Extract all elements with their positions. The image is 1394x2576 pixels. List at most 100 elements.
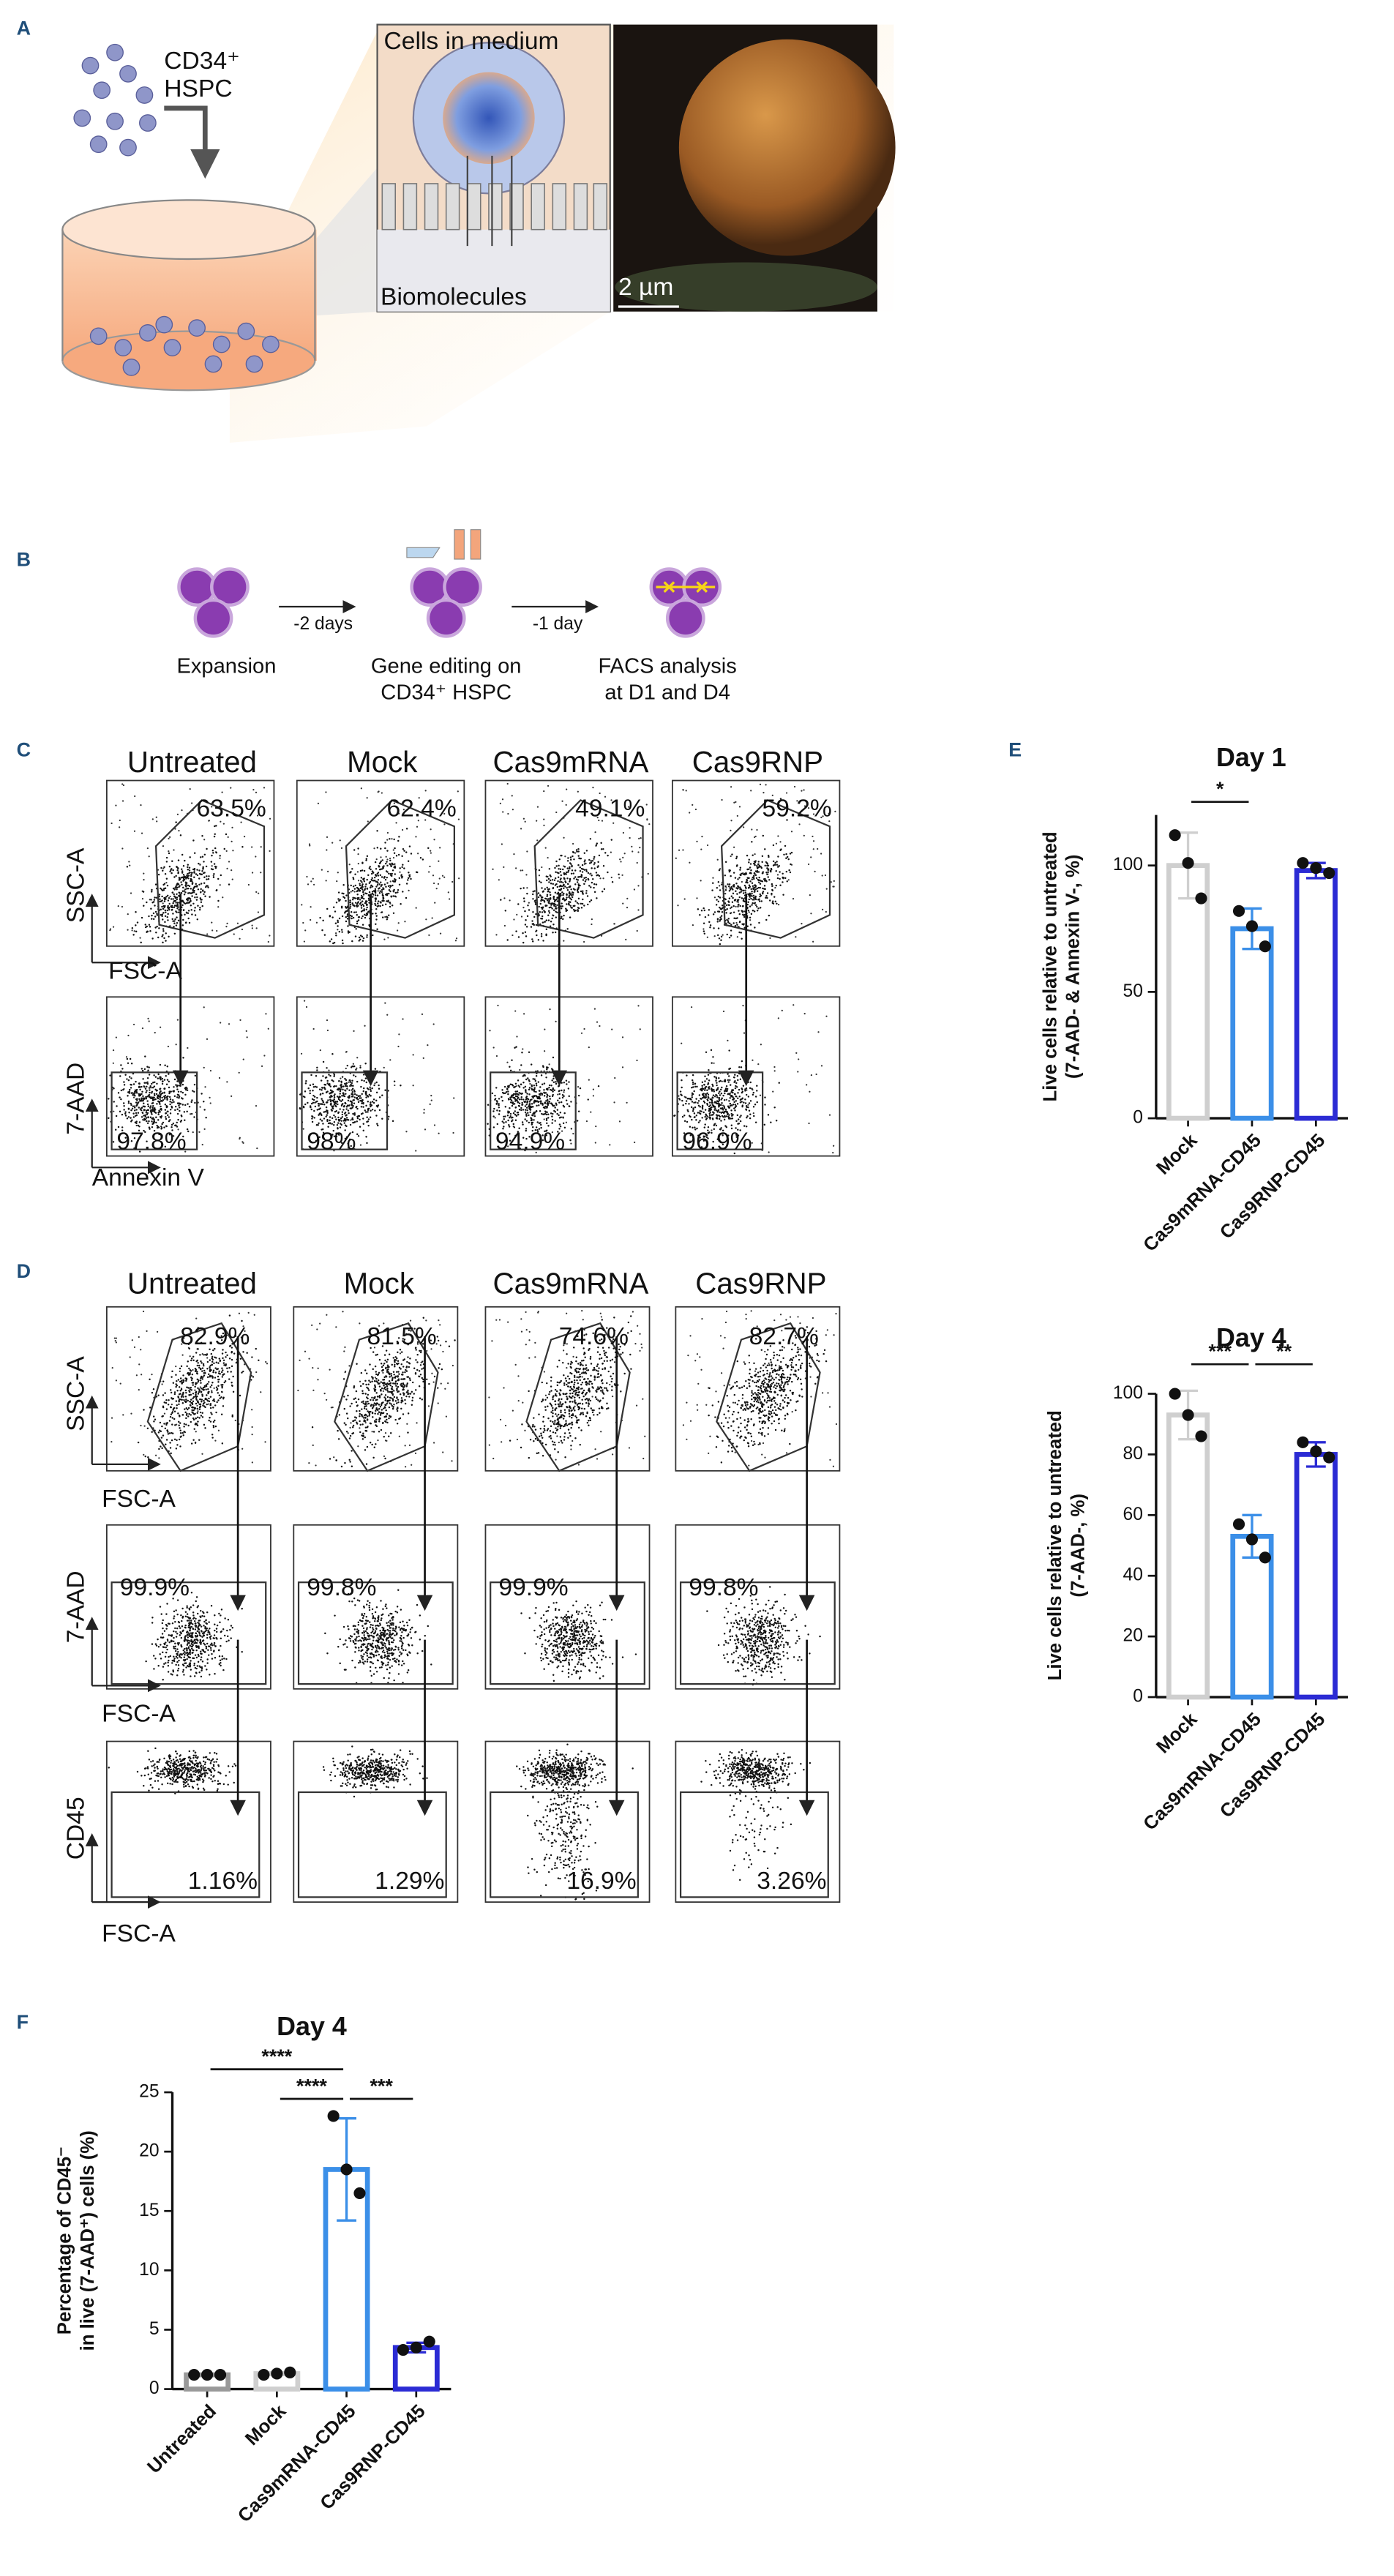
event-dot <box>181 883 183 886</box>
event-dot <box>556 893 558 895</box>
event-dot <box>139 937 141 939</box>
event-dot <box>366 797 368 799</box>
event-dot <box>148 1120 150 1123</box>
event-dot <box>345 1067 347 1070</box>
event-dot <box>509 1139 511 1142</box>
event-dot <box>825 910 827 913</box>
event-dot <box>115 1036 117 1038</box>
event-dot <box>768 914 771 917</box>
event-dot <box>142 1105 145 1107</box>
event-dot <box>135 910 137 913</box>
event-dot <box>562 894 564 896</box>
gate <box>110 1071 198 1150</box>
event-dot <box>316 1066 318 1069</box>
event-dot <box>185 1391 187 1394</box>
event-dot <box>152 1388 155 1390</box>
event-dot <box>182 1079 184 1082</box>
event-dot <box>200 1415 203 1417</box>
event-dot <box>314 1085 317 1088</box>
event-dot <box>351 940 353 943</box>
event-dot <box>524 820 526 823</box>
event-dot <box>543 1082 546 1085</box>
event-dot <box>364 916 367 919</box>
event-dot <box>577 897 580 900</box>
event-dot <box>164 873 167 875</box>
event-dot <box>551 1115 553 1117</box>
event-dot <box>512 1123 515 1126</box>
event-dot <box>735 883 738 885</box>
event-dot <box>698 1112 701 1115</box>
event-dot <box>604 795 607 798</box>
event-dot <box>768 879 771 881</box>
event-dot <box>759 1094 762 1096</box>
event-dot <box>692 1074 694 1077</box>
event-dot <box>736 893 738 895</box>
event-dot <box>144 1055 146 1057</box>
event-dot <box>796 800 798 802</box>
event-dot <box>176 1112 179 1115</box>
event-dot <box>182 918 184 921</box>
event-dot <box>384 1002 386 1004</box>
event-dot <box>338 1087 341 1090</box>
event-dot <box>558 1097 561 1099</box>
event-dot <box>433 1124 436 1126</box>
event-dot <box>691 1096 694 1098</box>
event-dot <box>133 1094 135 1096</box>
event-dot <box>749 1100 752 1102</box>
event-dot <box>553 1104 555 1107</box>
event-dot <box>367 1107 370 1110</box>
event-dot <box>494 1098 497 1100</box>
event-dot <box>201 905 203 907</box>
event-dot <box>352 877 354 879</box>
event-dot <box>754 836 756 839</box>
event-dot <box>135 1080 137 1083</box>
event-dot <box>552 914 555 917</box>
event-dot <box>318 1088 321 1090</box>
event-dot <box>230 787 232 789</box>
event-dot <box>179 1109 181 1112</box>
event-dot <box>738 903 740 906</box>
event-dot <box>626 907 629 909</box>
event-dot <box>168 908 170 911</box>
event-dot <box>522 1082 525 1084</box>
event-dot <box>212 1424 214 1427</box>
event-dot <box>538 1101 540 1103</box>
event-dot <box>382 898 384 900</box>
event-dot <box>191 895 193 897</box>
event-dot <box>749 880 752 883</box>
event-dot <box>552 909 555 911</box>
event-dot <box>203 1364 205 1367</box>
event-dot <box>365 1136 367 1138</box>
event-dot <box>362 1090 364 1093</box>
event-dot <box>133 1346 136 1349</box>
event-dot <box>403 850 405 852</box>
event-dot <box>833 880 835 883</box>
event-dot <box>140 1097 143 1099</box>
event-dot <box>190 873 192 876</box>
event-dot <box>753 863 756 865</box>
event-dot <box>533 924 536 926</box>
event-dot <box>685 790 687 792</box>
event-dot <box>554 884 557 886</box>
event-dot <box>128 1112 130 1114</box>
event-dot <box>135 1098 138 1101</box>
event-dot <box>361 1079 363 1082</box>
event-dot <box>152 918 155 921</box>
event-dot <box>558 1090 561 1092</box>
event-dot <box>146 1085 148 1088</box>
event-dot <box>747 893 749 896</box>
event-dot <box>506 1061 509 1063</box>
event-dot <box>734 1109 736 1112</box>
event-dot <box>602 865 605 867</box>
event-dot <box>716 910 719 913</box>
event-dot <box>163 1126 165 1128</box>
event-dot <box>712 882 714 885</box>
event-dot <box>176 1019 179 1021</box>
event-dot <box>402 809 405 811</box>
event-dot <box>525 1128 528 1130</box>
event-dot <box>719 896 722 899</box>
event-dot <box>400 875 402 877</box>
event-dot <box>162 902 164 905</box>
event-dot <box>346 918 349 920</box>
event-dot <box>384 862 387 865</box>
